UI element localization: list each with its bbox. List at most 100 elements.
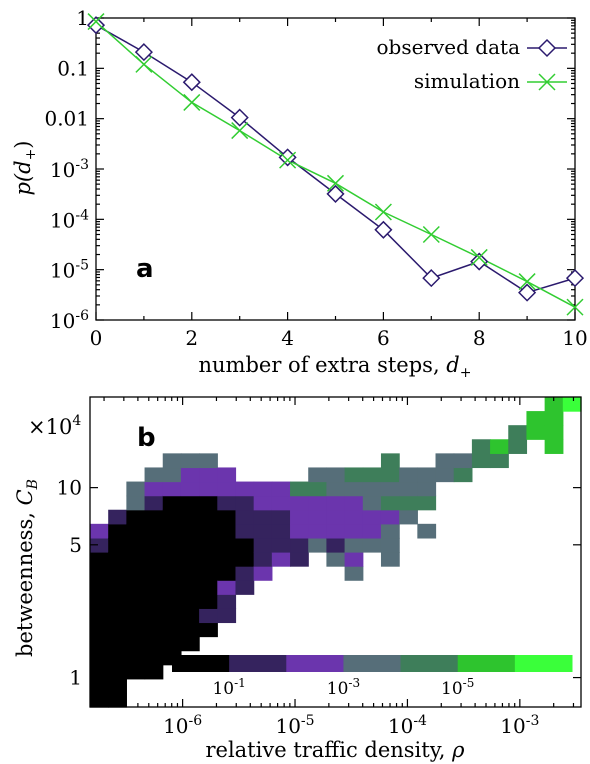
data-point-observed	[374, 220, 393, 239]
heatmap-cell	[126, 636, 146, 652]
heatmap-cell	[126, 509, 146, 525]
heatmap-cell	[308, 523, 328, 539]
heatmap-cell	[126, 608, 146, 624]
heatmap-cell	[180, 608, 200, 624]
panel-a-label: a	[136, 254, 154, 284]
heatmap-cell	[90, 650, 109, 666]
heatmap-cell	[326, 537, 346, 553]
heatmap-cell	[180, 636, 200, 652]
heatmap-cell	[399, 481, 418, 497]
heatmap-cell	[126, 622, 146, 638]
panel-a-legend: observed data simulation	[377, 35, 567, 93]
heatmap-cell	[253, 481, 273, 497]
heatmap-cell	[162, 523, 182, 539]
heatmap-cell	[417, 481, 437, 497]
heatmap-cell	[90, 608, 109, 624]
heatmap-cell	[90, 594, 109, 609]
heatmap-cell	[344, 481, 364, 497]
heatmap-cell	[271, 552, 291, 567]
heatmap-cell	[144, 537, 164, 553]
heatmap-cell	[162, 552, 182, 567]
heatmap-cell	[180, 523, 200, 539]
heatmap-cell	[108, 692, 127, 708]
heatmap-cell	[326, 523, 346, 539]
data-point-observed	[182, 73, 201, 92]
legend-label-simulation: simulation	[414, 69, 520, 93]
heatmap-cell	[399, 495, 418, 511]
heatmap-cell	[326, 481, 346, 497]
heatmap-cell	[199, 552, 218, 567]
heatmap-cell	[544, 397, 564, 412]
heatmap-cell	[199, 467, 218, 483]
panel-a-y-tick-label: 1	[76, 6, 89, 30]
heatmap-cell	[108, 608, 127, 624]
panel-a-plot-frame	[95, 17, 576, 321]
series-line-simulation	[95, 21, 576, 308]
heatmap-cell	[217, 552, 237, 567]
heatmap-cell	[362, 467, 382, 483]
heatmap-cell	[162, 608, 182, 624]
heatmap-cell	[253, 552, 273, 567]
heatmap-cell	[162, 481, 182, 497]
heatmap-cell	[144, 495, 164, 511]
heatmap-cell	[126, 650, 146, 666]
heatmap-cell	[144, 650, 164, 666]
heatmap-cell	[108, 678, 127, 694]
heatmap-cell	[380, 509, 400, 525]
data-point-simulation	[422, 225, 440, 244]
heatmap-cell	[235, 523, 255, 539]
heatmap-cell	[90, 537, 109, 553]
heatmap-cell	[180, 481, 200, 497]
colorbar-segment	[229, 655, 287, 672]
heatmap-cell	[308, 509, 328, 525]
panel-a-y-tick-label: 10-3	[50, 157, 89, 182]
data-point-simulation	[87, 13, 105, 31]
heatmap-cell	[508, 439, 528, 454]
heatmap-cell	[108, 594, 127, 609]
heatmap-cell	[162, 537, 182, 553]
heatmap-cell	[253, 509, 273, 525]
heatmap-cell	[108, 664, 127, 680]
heatmap-cell	[271, 481, 291, 497]
heatmap-cell	[544, 411, 564, 426]
heatmap-cell	[108, 636, 127, 652]
panel-b-plot-frame	[89, 396, 582, 708]
data-point-simulation	[183, 93, 201, 111]
heatmap-cell	[162, 495, 182, 511]
panel-a-x-tick-label: 8	[473, 326, 486, 350]
heatmap-cell	[144, 664, 164, 680]
heatmap-cell	[362, 495, 382, 511]
heatmap-cell	[380, 552, 400, 567]
heatmap-cell	[526, 425, 546, 440]
heatmap-cell	[144, 523, 164, 539]
heatmap-cell	[344, 467, 364, 483]
panel-a-y-tick-label: 0.01	[44, 107, 89, 131]
heatmap-cell	[199, 509, 218, 525]
heatmap-cell	[90, 552, 109, 567]
heatmap-cell	[253, 566, 273, 581]
heatmap-cell	[108, 537, 127, 553]
panel-b-heatmap-cells	[90, 397, 582, 708]
heatmap-cell	[162, 566, 182, 581]
heatmap-cell	[271, 495, 291, 511]
panel-a-y-tick-labels: 1 0.1 0.01 10-3 10-4 10-5 10-6	[44, 6, 89, 333]
panel-b-y-tick-label: 10	[57, 476, 82, 500]
heatmap-cell	[308, 537, 328, 553]
heatmap-cell	[290, 537, 309, 553]
heatmap-cell	[380, 495, 400, 511]
data-point-observed	[518, 283, 537, 302]
panel-a-y-axis-label: p(d+)	[11, 140, 39, 195]
colorbar-label: 10-3	[327, 676, 360, 699]
heatmap-cell	[290, 523, 309, 539]
heatmap-cell	[380, 523, 400, 539]
colorbar-segment	[514, 655, 573, 672]
heatmap-cell	[544, 439, 564, 454]
heatmap-cell	[217, 566, 237, 581]
heatmap-cell	[126, 523, 146, 539]
heatmap-cell	[126, 537, 146, 553]
heatmap-cell	[126, 664, 146, 680]
heatmap-cell	[344, 495, 364, 511]
heatmap-cell	[271, 523, 291, 539]
heatmap-cell	[417, 495, 437, 511]
